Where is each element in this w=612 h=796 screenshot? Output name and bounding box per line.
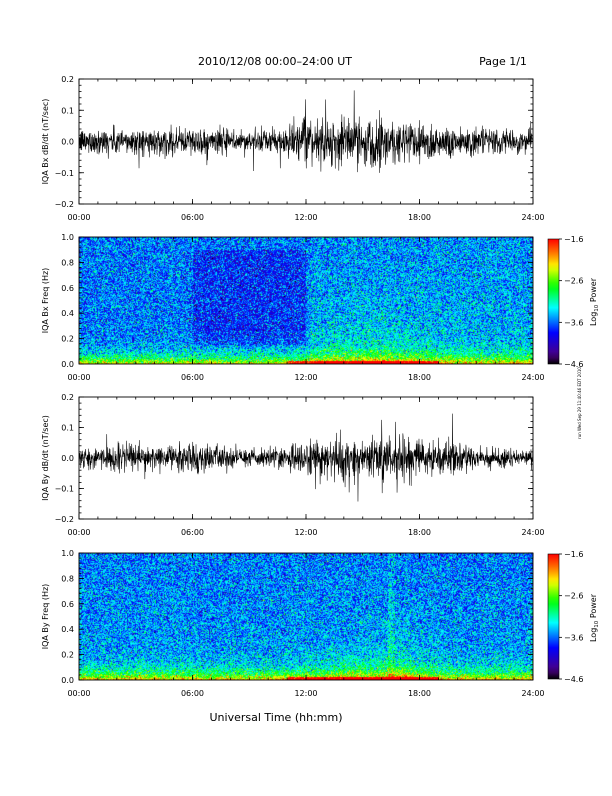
y-tick-label: 0.0	[61, 676, 74, 685]
panel-by-spectrogram: 00:00 06:00 12:00 18:00 24:00 1.0 0.8 0.6 0.4 0.2…	[41, 549, 600, 698]
panel-bx-dbdt: 00:00 06:00 12:00 18:00 24:00 0.2 0.1 0.0 −0.1 −0…	[41, 75, 545, 222]
x-tick-label: 06:00	[181, 689, 204, 698]
y-tick-label: −0.1	[55, 485, 74, 494]
by-colorbar	[547, 553, 560, 680]
by-dbdt-axes: 00:00 06:00 12:00 18:00 24:00 0.2 0.1 0.0 −0.1 −0…	[55, 393, 545, 537]
y-tick-label: 0.1	[61, 106, 74, 115]
date-label: 2010/12/08 00:00–24:00 UT	[198, 55, 352, 68]
by-dbdt-ylabel: IQA By dB/dt (nT/sec)	[41, 415, 50, 501]
time-xlabel: Universal Time (hh:mm)	[210, 711, 343, 724]
x-tick-label: 24:00	[521, 213, 544, 222]
colorbar-tick-label: −4.6	[564, 675, 583, 684]
y-tick-label: 0.4	[61, 625, 74, 634]
y-tick-label: 0.4	[61, 309, 74, 318]
x-tick-label: 18:00	[408, 528, 431, 537]
x-tick-label: 18:00	[408, 689, 431, 698]
y-tick-label: 1.0	[61, 233, 74, 242]
x-tick-label: 00:00	[67, 528, 90, 537]
bx-freq-ylabel: IQA Bx Freq (Hz)	[41, 268, 50, 334]
colorbar-tick-label: −1.6	[564, 235, 583, 244]
colorbar-tick-label: −3.6	[564, 318, 583, 327]
x-tick-label: 24:00	[521, 373, 544, 382]
by-spectrogram-image	[79, 553, 533, 680]
y-tick-label: 0.8	[61, 574, 74, 583]
y-tick-label: 0.8	[61, 258, 74, 267]
bx-colorbar-label: Log10 Power	[589, 277, 600, 326]
x-tick-label: 18:00	[408, 213, 431, 222]
panel-bx-spectrogram: 00:00 06:00 12:00 18:00 24:00 1.0 0.8 0.6 0.4 0.2…	[41, 233, 600, 382]
colorbar-tick-label: −1.6	[564, 550, 583, 559]
x-tick-label: 00:00	[67, 373, 90, 382]
bx-colorbar-ticks: −1.6 −2.6 −3.6 −4.6	[559, 235, 583, 369]
colorbar-tick-label: −2.6	[564, 592, 583, 601]
bx-dbdt-axes: 00:00 06:00 12:00 18:00 24:00 0.2 0.1 0.0 −0.1 −0…	[55, 75, 545, 222]
colorbar-tick-label: −3.6	[564, 633, 583, 642]
run-timestamp: run Wed Sep 29 11:40:46 EDT 2010	[577, 367, 582, 439]
bx-dbdt-ylabel: IQA Bx dB/dt (nT/sec)	[41, 99, 50, 185]
x-tick-label: 00:00	[67, 689, 90, 698]
y-tick-label: 0.1	[61, 424, 74, 433]
x-tick-label: 18:00	[408, 373, 431, 382]
by-trace	[78, 413, 534, 502]
by-colorbar-ticks: −1.6 −2.6 −3.6 −4.6	[559, 550, 583, 684]
x-tick-label: 06:00	[181, 373, 204, 382]
bx-spectrogram-axes: 00:00 06:00 12:00 18:00 24:00 1.0 0.8 0.6 0.4 0.2…	[61, 233, 544, 382]
x-tick-label: 24:00	[521, 528, 544, 537]
y-tick-label: 0.2	[61, 75, 74, 84]
y-tick-label: 0.2	[61, 335, 74, 344]
colorbar-tick-label: −2.6	[564, 277, 583, 286]
page-label: Page 1/1	[479, 55, 527, 68]
bx-colorbar	[547, 238, 560, 365]
by-freq-ylabel: IQA By Freq (Hz)	[41, 584, 50, 650]
x-tick-label: 12:00	[294, 689, 317, 698]
colorbar-tick-label: −4.6	[564, 360, 583, 369]
y-tick-label: 0.2	[61, 651, 74, 660]
x-tick-label: 00:00	[67, 213, 90, 222]
bx-spectrogram-image	[79, 237, 533, 364]
y-tick-label: 0.0	[61, 138, 74, 147]
by-colorbar-label: Log10 Power	[589, 593, 600, 642]
y-tick-label: 1.0	[61, 549, 74, 558]
y-tick-label: −0.1	[55, 169, 74, 178]
panel-by-dbdt: 00:00 06:00 12:00 18:00 24:00 0.2 0.1 0.0 −0.1 −0…	[41, 393, 545, 537]
x-tick-label: 06:00	[181, 213, 204, 222]
x-tick-label: 06:00	[181, 528, 204, 537]
y-tick-label: 0.0	[61, 360, 74, 369]
x-tick-label: 12:00	[294, 213, 317, 222]
y-tick-label: 0.2	[61, 393, 74, 402]
y-tick-label: −0.2	[55, 200, 74, 209]
y-tick-label: −0.2	[55, 515, 74, 524]
x-tick-label: 12:00	[294, 373, 317, 382]
x-tick-label: 24:00	[521, 689, 544, 698]
bx-trace	[78, 90, 534, 173]
by-spectrogram-axes: 00:00 06:00 12:00 18:00 24:00 1.0 0.8 0.6 0.4 0.2…	[61, 549, 544, 698]
y-tick-label: 0.6	[61, 600, 74, 609]
y-tick-label: 0.0	[61, 454, 74, 463]
x-tick-label: 12:00	[294, 528, 317, 537]
y-tick-label: 0.6	[61, 284, 74, 293]
